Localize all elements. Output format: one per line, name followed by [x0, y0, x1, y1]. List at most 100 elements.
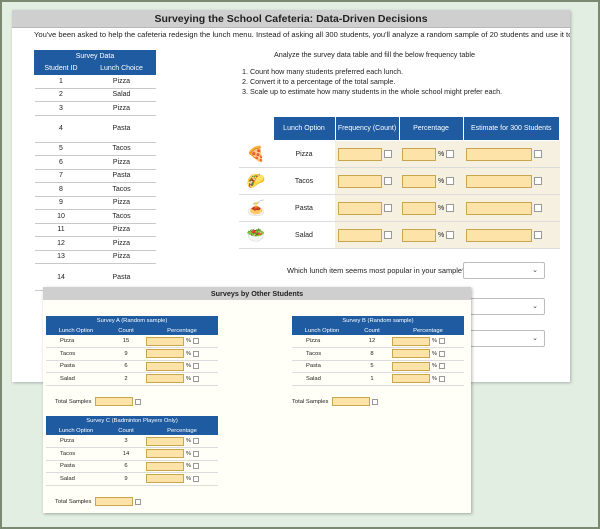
estimate-input[interactable]: [466, 201, 532, 215]
percentage-input[interactable]: [146, 449, 184, 459]
student-id: 1: [34, 74, 88, 89]
dropdown-2[interactable]: ⌄: [463, 298, 545, 315]
table-row: Pizza 12%: [292, 335, 464, 348]
percent-sign: %: [186, 363, 191, 370]
estimate-input[interactable]: [466, 228, 532, 242]
frequency-check[interactable]: [384, 204, 392, 212]
table-row: Salad 2%: [46, 372, 218, 386]
table-row: Tacos 9%: [46, 347, 218, 361]
total-samples-input[interactable]: [332, 397, 371, 406]
percentage-input[interactable]: [146, 336, 184, 346]
percentage-input[interactable]: [146, 349, 184, 359]
estimate-check[interactable]: [534, 231, 542, 239]
survey-data-table: Survey Data Student ID Lunch Choice 1 Piz…: [34, 50, 157, 291]
popular-item-dropdown[interactable]: ⌄: [463, 262, 545, 279]
percentage-check[interactable]: [438, 338, 445, 344]
percentage-check[interactable]: [192, 375, 199, 382]
percentage-input[interactable]: [146, 461, 184, 471]
total-samples-label: Total Samples: [292, 399, 329, 406]
option-count: 6: [106, 460, 146, 473]
lunch-option-name: Salad: [273, 221, 335, 249]
option-count: 9: [106, 472, 146, 486]
lunch-choice: Pizza: [87, 101, 156, 116]
table-row: 7 Pasta: [34, 169, 156, 183]
percentage-check[interactable]: [192, 450, 199, 457]
estimate-input[interactable]: [466, 174, 532, 188]
survey-a-caption: Survey A (Random sample): [46, 316, 218, 326]
survey-b-total: Total Samples: [292, 397, 379, 406]
survey-b-table: Survey B (Random sample) Lunch Option Co…: [292, 316, 464, 386]
total-samples-input[interactable]: [95, 397, 134, 406]
col-student-id: Student ID: [34, 62, 88, 75]
table-row: 10 Tacos: [34, 209, 156, 224]
table-row: 🥗 Salad %: [239, 221, 560, 249]
percentage-input[interactable]: [392, 336, 430, 346]
estimate-check[interactable]: [534, 150, 542, 158]
percentage-check[interactable]: [446, 204, 455, 212]
percentage-check[interactable]: [446, 231, 455, 239]
frequency-input[interactable]: [338, 201, 382, 215]
percentage-check[interactable]: [192, 475, 199, 482]
frequency-input[interactable]: [338, 147, 382, 161]
table-row: 🍝 Pasta %: [239, 194, 560, 222]
option-name: Salad: [46, 472, 106, 486]
total-samples-input[interactable]: [95, 497, 134, 506]
total-samples-check[interactable]: [135, 398, 142, 405]
total-samples-check[interactable]: [135, 498, 142, 505]
instructions: Analyze the survey data table and fill t…: [242, 50, 502, 97]
student-id: 8: [34, 182, 88, 197]
student-id: 14: [34, 263, 88, 291]
total-samples-check[interactable]: [372, 398, 379, 405]
percentage-check[interactable]: [192, 463, 199, 470]
percentage-check[interactable]: [438, 375, 445, 382]
percentage-check[interactable]: [192, 338, 199, 344]
instruction-step: 3. Scale up to estimate how many student…: [242, 87, 503, 96]
instruction-step: 2. Convert it to a percentage of the tot…: [242, 77, 396, 86]
lunch-choice: Pizza: [87, 250, 156, 264]
table-row: 3 Pizza: [34, 101, 156, 116]
percentage-input[interactable]: [146, 361, 184, 371]
percentage-check[interactable]: [192, 363, 199, 370]
estimate-check[interactable]: [534, 177, 542, 185]
option-count: 3: [106, 435, 146, 448]
frequency-check[interactable]: [384, 231, 392, 239]
dropdown-3[interactable]: ⌄: [463, 330, 545, 347]
percentage-input[interactable]: [146, 436, 184, 446]
table-row: 2 Salad: [34, 88, 156, 102]
estimate-input[interactable]: [466, 147, 532, 161]
instructions-heading: Analyze the survey data table and fill t…: [274, 50, 475, 59]
frequency-check[interactable]: [384, 177, 392, 185]
percentage-check[interactable]: [446, 150, 455, 158]
percentage-input[interactable]: [402, 147, 436, 161]
frequency-input[interactable]: [338, 174, 382, 188]
percentage-input[interactable]: [402, 201, 436, 215]
student-id: 10: [34, 209, 88, 224]
percentage-check[interactable]: [438, 363, 445, 370]
survey-b-caption: Survey B (Random sample): [292, 316, 464, 326]
col-lunch-option: Lunch Option: [292, 326, 352, 335]
survey-table-caption: Survey Data: [34, 50, 156, 63]
chevron-down-icon: ⌄: [532, 267, 538, 274]
option-name: Salad: [46, 372, 106, 386]
table-row: Pizza 3%: [46, 435, 218, 448]
percentage-input[interactable]: [392, 374, 430, 384]
percentage-input[interactable]: [402, 228, 436, 242]
percent-sign: %: [186, 338, 191, 344]
lunch-choice: Pasta: [87, 115, 156, 143]
estimate-check[interactable]: [534, 204, 542, 212]
percentage-check[interactable]: [192, 350, 199, 357]
percentage-check[interactable]: [446, 177, 455, 185]
percentage-check[interactable]: [192, 438, 199, 444]
page-title: Surveying the School Cafeteria: Data-Dri…: [12, 10, 570, 28]
student-id: 6: [34, 155, 88, 170]
percentage-input[interactable]: [392, 361, 430, 371]
percentage-input[interactable]: [146, 474, 184, 484]
percentage-input[interactable]: [392, 349, 430, 359]
percentage-input[interactable]: [402, 174, 436, 188]
frequency-check[interactable]: [384, 150, 392, 158]
percentage-check[interactable]: [438, 350, 445, 357]
percentage-input[interactable]: [146, 374, 184, 384]
frequency-input[interactable]: [338, 228, 382, 242]
table-row: Pasta 6%: [46, 360, 218, 373]
percent-sign: %: [438, 204, 445, 212]
